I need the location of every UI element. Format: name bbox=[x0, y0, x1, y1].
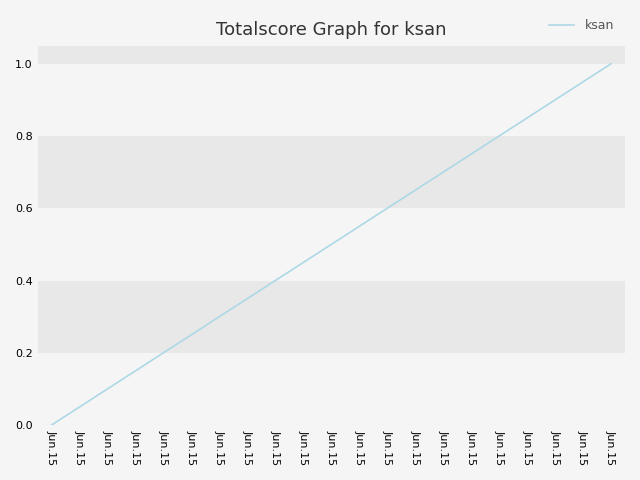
ksan bbox=[132, 368, 140, 374]
ksan bbox=[383, 205, 391, 211]
ksan bbox=[524, 115, 531, 121]
ksan bbox=[328, 241, 335, 247]
Line: ksan: ksan bbox=[52, 64, 611, 425]
ksan bbox=[412, 187, 419, 193]
Legend: ksan: ksan bbox=[545, 14, 619, 37]
ksan bbox=[439, 169, 447, 175]
ksan bbox=[48, 422, 56, 428]
ksan bbox=[579, 79, 587, 84]
Bar bbox=[38, 353, 625, 425]
ksan bbox=[244, 296, 252, 301]
Bar bbox=[38, 136, 625, 208]
Bar bbox=[38, 46, 625, 64]
ksan bbox=[551, 97, 559, 103]
ksan bbox=[159, 350, 167, 356]
ksan bbox=[467, 151, 475, 157]
ksan bbox=[355, 224, 363, 229]
ksan bbox=[216, 314, 223, 320]
ksan bbox=[104, 386, 111, 392]
Bar bbox=[38, 64, 625, 136]
Bar bbox=[38, 280, 625, 353]
Title: Totalscore Graph for ksan: Totalscore Graph for ksan bbox=[216, 21, 447, 38]
ksan bbox=[300, 260, 307, 265]
ksan bbox=[188, 332, 195, 337]
ksan bbox=[76, 404, 83, 410]
Bar bbox=[38, 208, 625, 280]
ksan bbox=[495, 133, 503, 139]
ksan bbox=[607, 61, 615, 67]
ksan bbox=[271, 277, 279, 283]
